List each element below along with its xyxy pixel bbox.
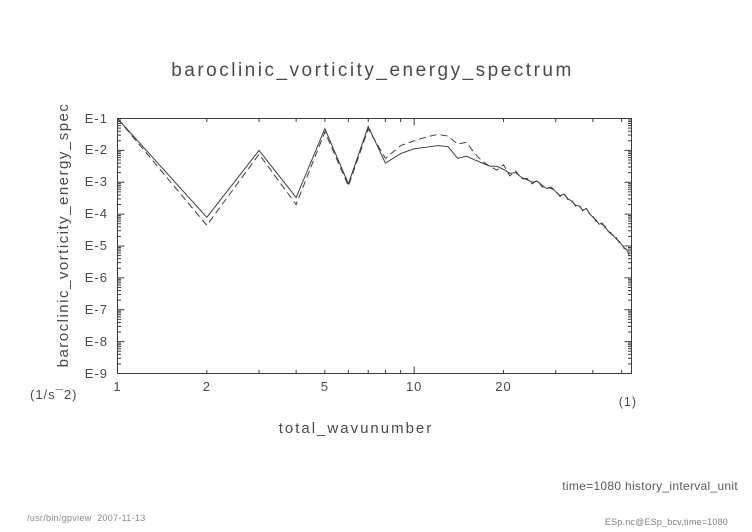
x-tick-label: 20 xyxy=(495,379,512,394)
y-tick-label: E-3 xyxy=(84,174,108,190)
dataset-footer: ESp.nc@ESp_bcv,time=1080 xyxy=(604,517,728,527)
x-tick-label: 10 xyxy=(405,379,423,394)
command-footer: /usr/bin/gpview 2007-11-13 xyxy=(27,513,146,523)
y-tick-label: E-2 xyxy=(84,142,108,158)
x-tick-label: 5 xyxy=(320,379,329,394)
y-tick-label: E-7 xyxy=(84,301,108,317)
solid-series-line xyxy=(117,118,630,256)
chart-title: baroclinic_vorticity_energy_spectrum xyxy=(171,60,574,81)
y-tick-label: E-5 xyxy=(84,238,108,253)
x-tick-label: 1 xyxy=(113,379,122,394)
y-tick-label: E-6 xyxy=(84,269,108,285)
plot-frame xyxy=(117,118,632,374)
dashed-series-line xyxy=(117,118,630,255)
y-tick-label: E-4 xyxy=(84,206,108,222)
y-axis-unit: (1/s¯2) xyxy=(30,387,78,402)
y-tick-label: E-8 xyxy=(84,333,108,349)
x-axis-label: total_wavunumber xyxy=(278,420,434,437)
time-annotation: time=1080 history_interval_unit xyxy=(562,479,738,493)
y-tick-label: E-1 xyxy=(84,110,108,126)
x-tick-label: 2 xyxy=(202,379,211,394)
y-tick-label: E-9 xyxy=(84,365,108,381)
x-axis-unit: (1) xyxy=(618,395,637,409)
